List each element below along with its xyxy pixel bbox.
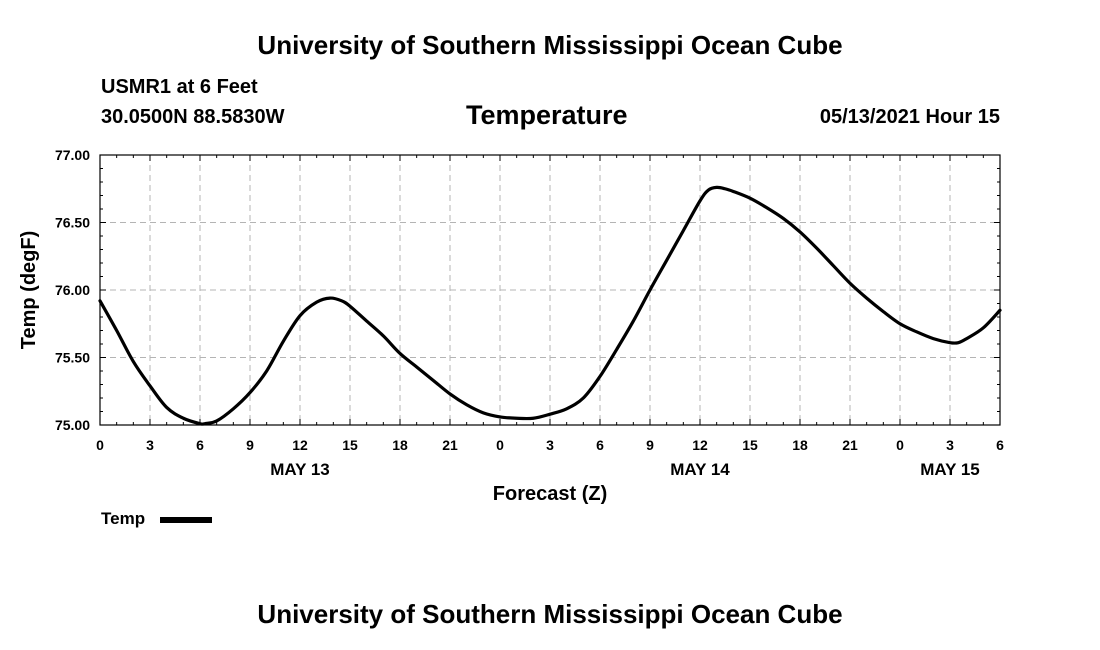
x-tick-label: 15 [742,437,758,453]
x-tick-label: 12 [692,437,708,453]
x-tick-label: 0 [96,437,104,453]
x-date-label: MAY 15 [920,460,980,479]
x-tick-label: 21 [842,437,858,453]
x-tick-label: 9 [246,437,254,453]
x-tick-label: 6 [996,437,1004,453]
y-tick-label: 76.50 [55,215,90,231]
x-tick-label: 0 [896,437,904,453]
x-tick-label: 3 [146,437,154,453]
bottom-title: University of Southern Mississippi Ocean… [257,599,843,629]
y-tick-label: 75.00 [55,417,90,433]
x-tick-label: 6 [196,437,204,453]
x-tick-label: 3 [946,437,954,453]
x-tick-label: 15 [342,437,358,453]
y-axis-label: Temp (degF) [18,231,40,350]
x-tick-label: 21 [442,437,458,453]
top-title: University of Southern Mississippi Ocean… [257,30,843,60]
forecast-datetime: 05/13/2021 Hour 15 [819,106,1000,128]
x-date-label: MAY 13 [270,460,330,479]
x-tick-label: 0 [496,437,504,453]
station-coordinates: 30.0500N 88.5830W [101,106,285,128]
legend-label: Temp [101,509,146,528]
x-tick-label: 6 [596,437,604,453]
x-tick-label: 9 [646,437,654,453]
x-tick-label: 3 [546,437,554,453]
legend-line-swatch [160,517,212,523]
x-tick-label: 18 [392,437,408,453]
x-date-label: MAY 14 [670,460,730,479]
station-label: USMR1 at 6 Feet [101,76,258,98]
y-tick-label: 76.00 [55,282,90,298]
chart-title: Temperature [466,100,628,130]
y-tick-label: 75.50 [55,350,90,366]
x-tick-label: 18 [792,437,808,453]
y-tick-label: 77.00 [55,147,90,163]
series-line-temp [98,185,1002,426]
x-axis-label: Forecast (Z) [493,483,607,505]
x-tick-label: 12 [292,437,308,453]
